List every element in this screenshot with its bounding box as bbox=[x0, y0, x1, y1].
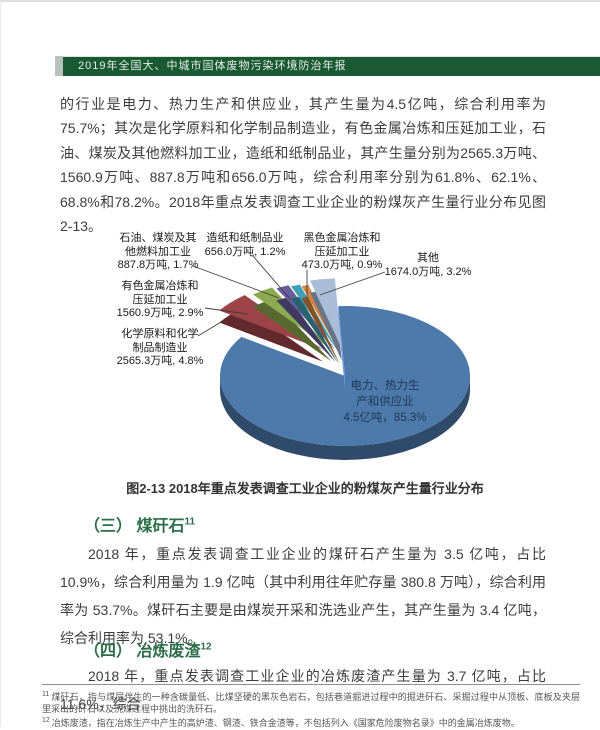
footnote-number: 11 bbox=[42, 691, 50, 698]
scan-edge-left bbox=[0, 0, 1, 727]
pie-label-text: 黑色金属冶炼和压延加工业 bbox=[303, 232, 381, 258]
pie-label-value: 4.5亿吨，85.3% bbox=[343, 412, 427, 424]
pie-label-value: 656.0万吨, 1.2% bbox=[204, 245, 286, 258]
pie-label-nonferrous-metal: 有色金属冶炼和压延加工业 1560.9万吨, 2.9% bbox=[112, 280, 208, 321]
section-heading-smelting-slag: （四） 冶炼废渣12 bbox=[84, 637, 212, 661]
section-heading-text: （三） 煤矸石 bbox=[84, 518, 185, 535]
footnote-text: 冶炼废渣，指在冶炼生产中产生的高炉渣、钢渣、铁合金渣等，不包括列入《国家危险废物… bbox=[51, 718, 520, 728]
pie-label-text: 石油、煤炭及其他燃料加工业 bbox=[119, 232, 197, 258]
flyash-pie-chart: 石油、煤炭及其他燃料加工业 887.8万吨, 1.7% 造纸和纸制品业 656.… bbox=[55, 224, 555, 476]
footnote-11: 11 煤矸石，指与煤层伴生的一种含碳量低、比煤坚硬的黑灰色岩石，包括巷道掘进过程中… bbox=[42, 689, 580, 715]
pie-label-chemical: 化学原料和化学制品制造业 2565.3万吨, 4.8% bbox=[112, 328, 208, 369]
section-heading-text: （四） 冶炼废渣 bbox=[84, 643, 201, 660]
pie-label-ferrous-metal: 黑色金属冶炼和压延加工业 473.0万吨, 0.9% bbox=[294, 232, 390, 273]
footnote-ref-12: 12 bbox=[200, 641, 212, 653]
footnote-12: 12 冶炼废渣，指在冶炼生产中产生的高炉渣、钢渣、铁合金渣等，不包括列入《国家危险… bbox=[42, 715, 580, 730]
pie-label-text: 有色金属冶炼和压延加工业 bbox=[121, 280, 199, 306]
page-header-bar: 2019年全国大、中城市固体废物污染环境防治年报 bbox=[63, 56, 600, 76]
pie-label-value: 2565.3万吨, 4.8% bbox=[116, 355, 204, 367]
section-heading-coal-gangue: （三） 煤矸石11 bbox=[84, 512, 195, 536]
footnotes-block: 11 煤矸石，指与煤层伴生的一种含碳量低、比煤坚硬的黑灰色岩石，包括巷道掘进过程中… bbox=[42, 684, 580, 730]
paragraph-smelting-slag: 2018 年，重点发表调查工业企业的冶炼废渣产生量为 3.7 亿吨，占比 11.… bbox=[60, 668, 546, 712]
footnote-ref-11: 11 bbox=[184, 516, 196, 528]
pie-label-paper: 造纸和纸制品业 656.0万吨, 1.2% bbox=[197, 232, 293, 259]
pie-label-other: 其他 1674.0万吨, 3.2% bbox=[378, 252, 478, 279]
header-title: 2019年全国大、中城市固体废物污染环境防治年报 bbox=[78, 60, 347, 72]
pie-3d-graphic bbox=[192, 255, 470, 460]
pie-label-text: 化学原料和化学制品制造业 bbox=[121, 328, 199, 354]
pie-label-value: 887.8万吨, 1.7% bbox=[117, 259, 199, 271]
pie-label-value: 473.0万吨, 0.9% bbox=[301, 259, 383, 271]
figure-caption: 图2-13 2018年重点发表调查工业企业的粉煤灰产生量行业分布 bbox=[126, 481, 484, 496]
footnote-text: 煤矸石，指与煤层伴生的一种含碳量低、比煤坚硬的黑灰色岩石，包括巷道掘进过程中的掘… bbox=[42, 692, 580, 714]
paragraph-coal-gangue: 2018 年，重点发表调查工业企业的煤矸石产生量为 3.5 亿吨，占比 10.9… bbox=[60, 546, 546, 646]
paragraph-flyash-intro: 的行业是电力、热力生产和供应业，其产生量为4.5亿吨，综合利用率为75.7%；其… bbox=[60, 96, 546, 235]
pie-label-text: 造纸和纸制品业 bbox=[206, 232, 284, 244]
pie-label-petroleum-coal: 石油、煤炭及其他燃料加工业 887.8万吨, 1.7% bbox=[110, 232, 206, 273]
pie-label-value: 1560.9万吨, 2.9% bbox=[116, 307, 204, 319]
pie-label-text: 其他 bbox=[417, 252, 439, 264]
footnote-number: 12 bbox=[42, 717, 50, 724]
pie-label-power-heat: 电力、热力生产和供应业 4.5亿吨，85.3% bbox=[341, 378, 429, 426]
pie-label-value: 1674.0万吨, 3.2% bbox=[384, 265, 472, 278]
scan-edge-top bbox=[0, 0, 600, 2]
pie-label-text: 电力、热力生产和供应业 bbox=[350, 380, 420, 408]
header-accent-square bbox=[55, 56, 63, 76]
